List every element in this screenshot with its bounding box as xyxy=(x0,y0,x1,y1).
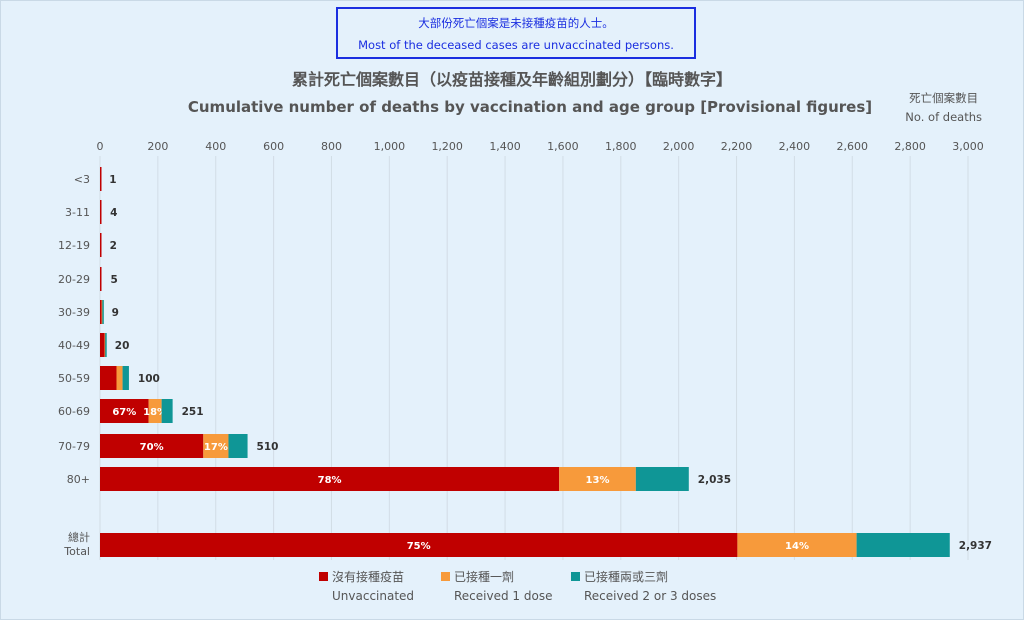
legend-label-unvaccinated-en: Unvaccinated xyxy=(332,589,415,603)
bar-total-label: 2,937 xyxy=(959,540,992,552)
chart-title-en: Cumulative number of deaths by vaccinati… xyxy=(187,98,873,116)
axis-unit-en: No. of deaths xyxy=(905,110,982,124)
bar-percent-label: 78% xyxy=(318,475,342,486)
bar-percent-label: 17% xyxy=(204,442,228,453)
annotation-text-zh: 大部份死亡個案是未接種疫苗的人士。 xyxy=(418,16,614,30)
bar-percent-label: 75% xyxy=(407,541,431,552)
x-tick-label: 2,800 xyxy=(894,140,926,153)
legend-item-two-three-doses: 已接種兩或三劑 Received 2 or 3 doses xyxy=(571,568,716,606)
y-category-label: 3-11 xyxy=(65,206,90,219)
x-tick-label: 0 xyxy=(97,140,104,153)
bar-total-label: 1 xyxy=(109,174,116,186)
legend-label-two-three-doses-zh: 已接種兩或三劑 xyxy=(584,570,669,584)
legend-item-unvaccinated: 沒有接種疫苗 Unvaccinated xyxy=(319,568,414,606)
x-tick-label: 400 xyxy=(205,140,226,153)
x-tick-label: 2,000 xyxy=(663,140,695,153)
y-category-label: 20-29 xyxy=(58,273,90,286)
annotation-text-en: Most of the deceased cases are unvaccina… xyxy=(358,38,674,52)
bar-unvaccinated xyxy=(100,233,102,257)
bar-percent-label: 14% xyxy=(785,541,809,552)
x-tick-label: 3,000 xyxy=(952,140,984,153)
bar-two_three_doses xyxy=(105,333,107,357)
bar-total-label: 510 xyxy=(257,441,279,453)
bar-two_three_doses xyxy=(228,434,248,458)
legend-swatch-one-dose xyxy=(441,572,450,581)
legend-label-unvaccinated-zh: 沒有接種疫苗 xyxy=(332,570,405,584)
x-tick-label: 1,800 xyxy=(605,140,637,153)
x-tick-label: 2,200 xyxy=(721,140,753,153)
y-category-label: 12-19 xyxy=(58,239,90,252)
y-category-label: 60-69 xyxy=(58,405,90,418)
x-tick-label: 600 xyxy=(263,140,284,153)
legend-item-one-dose: 已接種一劑 Received 1 dose xyxy=(441,568,552,606)
bar-unvaccinated xyxy=(100,533,738,557)
x-tick-label: 2,600 xyxy=(837,140,869,153)
bar-unvaccinated xyxy=(100,167,102,191)
bar-total-label: 251 xyxy=(182,406,204,418)
x-tick-label: 1,600 xyxy=(547,140,579,153)
x-tick-label: 200 xyxy=(147,140,168,153)
bar-total-label: 4 xyxy=(110,207,117,219)
bar-unvaccinated xyxy=(100,366,117,390)
bar-total-label: 2 xyxy=(110,240,117,252)
bar-two_three_doses xyxy=(856,533,950,557)
legend-label-one-dose-en: Received 1 dose xyxy=(454,589,553,603)
bar-two_three_doses xyxy=(635,467,689,491)
bar-percent-label: 18% xyxy=(143,407,167,418)
bar-unvaccinated xyxy=(100,434,204,458)
bar-percent-label: 70% xyxy=(140,442,164,453)
x-tick-label: 1,400 xyxy=(489,140,521,153)
bar-total-label: 5 xyxy=(110,274,117,286)
bar-one_dose xyxy=(737,533,857,557)
chart-title-zh: 累計死亡個案數目（以疫苗接種及年齡組別劃分）【臨時數字】 xyxy=(291,70,732,89)
bar-unvaccinated xyxy=(100,467,560,491)
bar-unvaccinated xyxy=(100,200,102,224)
bar-total-label: 2,035 xyxy=(698,474,731,486)
bar-total-label: 20 xyxy=(115,340,130,352)
bar-two_three_doses xyxy=(161,399,173,423)
bar-one_dose xyxy=(559,467,636,491)
bar-unvaccinated xyxy=(100,267,102,291)
bar-unvaccinated xyxy=(100,300,102,324)
bar-total-label: 9 xyxy=(112,307,119,319)
x-tick-label: 1,000 xyxy=(374,140,406,153)
bar-unvaccinated xyxy=(100,399,149,423)
bar-two_three_doses xyxy=(102,300,104,324)
legend-label-two-three-doses-en: Received 2 or 3 doses xyxy=(584,589,717,603)
y-category-label: 50-59 xyxy=(58,372,90,385)
legend-label-one-dose-zh: 已接種一劑 xyxy=(454,570,515,584)
y-category-label: 70-79 xyxy=(58,440,90,453)
bar-total-label: 100 xyxy=(138,373,160,385)
annotation-box: 大部份死亡個案是未接種疫苗的人士。 Most of the deceased c… xyxy=(336,7,696,59)
y-category-label: Total xyxy=(63,545,90,558)
bar-one_dose xyxy=(148,399,162,423)
x-tick-label: 1,200 xyxy=(431,140,463,153)
axis-unit-zh: 死亡個案數目 xyxy=(909,91,979,105)
y-category-label: 40-49 xyxy=(58,339,90,352)
legend-swatch-unvaccinated xyxy=(319,572,328,581)
axis-unit-label: 死亡個案數目 No. of deaths xyxy=(905,89,982,127)
x-tick-label: 2,400 xyxy=(779,140,811,153)
bar-two_three_doses xyxy=(122,366,129,390)
bar-percent-label: 67% xyxy=(112,407,136,418)
y-category-label: 30-39 xyxy=(58,306,90,319)
bar-one_dose xyxy=(203,434,229,458)
legend-swatch-two-three-doses xyxy=(571,572,580,581)
y-category-label: <3 xyxy=(74,173,90,186)
x-tick-label: 800 xyxy=(321,140,342,153)
y-category-label: 總計 xyxy=(68,530,90,544)
bar-one_dose xyxy=(116,366,123,390)
bar-unvaccinated xyxy=(100,333,105,357)
bar-percent-label: 13% xyxy=(586,475,610,486)
legend: 沒有接種疫苗 Unvaccinated 已接種一劑 Received 1 dos… xyxy=(0,568,1024,608)
y-category-label: 80+ xyxy=(67,473,90,486)
